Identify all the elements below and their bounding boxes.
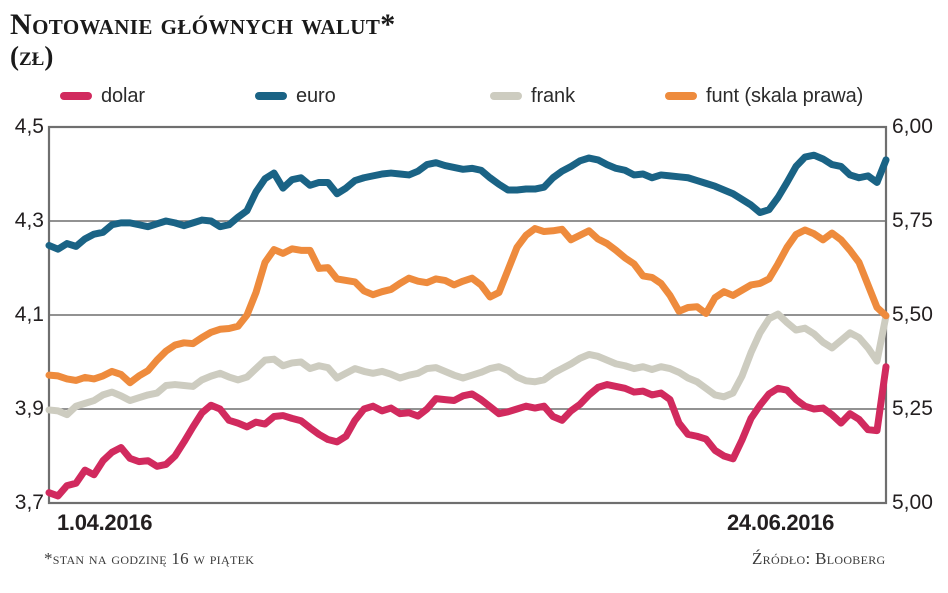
plot-background xyxy=(49,127,886,503)
legend-swatch-dolar xyxy=(60,92,92,100)
y-axis-left-tick-2: 4,1 xyxy=(14,303,44,326)
y-axis-left-tick-4: 3,7 xyxy=(14,491,44,514)
title-block: Notowanie głównych walut* (zł) xyxy=(10,8,710,71)
y-axis-right-tick-1: 5,75 xyxy=(892,209,933,232)
series-line-frank xyxy=(45,310,890,419)
y-axis-left-tick-1: 4,3 xyxy=(14,209,44,232)
y-axis-right-tick-3: 5,25 xyxy=(892,397,933,420)
x-axis-start-date: 1.04.2016 xyxy=(57,510,153,535)
legend-item-funt[interactable]: funt (skala prawa) xyxy=(665,84,863,108)
legend-label-frank: frank xyxy=(531,84,575,107)
series-line-euro xyxy=(45,151,890,253)
page-subtitle-unit: (zł) xyxy=(10,41,54,71)
y-axis-left-tick-0: 4,5 xyxy=(14,115,44,138)
y-axis-right-tick-2: 5,50 xyxy=(892,303,933,326)
x-axis-end-date: 24.06.2016 xyxy=(727,510,835,535)
legend-label-euro: euro xyxy=(296,84,336,107)
y-axis-right-tick-4: 5,00 xyxy=(892,491,933,514)
y-axis-left-tick-3: 3,9 xyxy=(14,397,44,420)
series-line-funt xyxy=(45,225,890,387)
legend-label-dolar: dolar xyxy=(101,84,145,107)
legend-swatch-funt xyxy=(665,92,697,100)
plot-frame xyxy=(47,125,888,505)
source-credit: Źródło: Blooberg xyxy=(752,549,886,568)
legend-swatch-euro xyxy=(255,92,287,100)
legend-item-frank[interactable]: frank xyxy=(490,84,575,108)
footnote-text: *stan na godzinę 16 w piątek xyxy=(44,549,255,568)
y-axis-right-tick-0: 6,00 xyxy=(892,115,933,138)
chart-legend: dolar euro frank funt (skala prawa) xyxy=(60,84,920,108)
legend-item-dolar[interactable]: dolar xyxy=(60,84,145,108)
page-title: Notowanie głównych walut* xyxy=(10,8,396,41)
legend-item-euro[interactable]: euro xyxy=(255,84,336,108)
legend-swatch-frank xyxy=(490,92,522,100)
series-line-dolar xyxy=(45,363,890,500)
legend-label-funt: funt (skala prawa) xyxy=(706,84,864,107)
